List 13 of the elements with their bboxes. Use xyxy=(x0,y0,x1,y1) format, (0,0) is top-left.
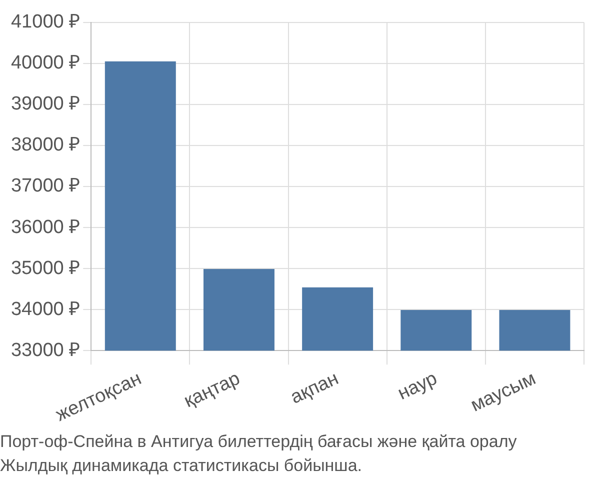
y-tick-label: 37000 ₽ xyxy=(10,176,80,197)
y-tick-label: 38000 ₽ xyxy=(10,134,80,156)
x-tick-label: ақпан xyxy=(287,368,342,408)
x-tick-label: наур xyxy=(394,368,440,404)
y-tick-label: 39000 ₽ xyxy=(10,94,80,115)
text: Порт-оф-Спейна в Антигуа билеттердің бағасы және қайта оралу xyxy=(0,431,518,453)
y-tick-label: 34000 ₽ xyxy=(10,298,80,320)
text: Жылдық динамикада статистикасы бойынша. xyxy=(0,455,363,477)
y-tick-label: 36000 ₽ xyxy=(10,216,80,238)
y-tick-label: 41000 ₽ xyxy=(10,12,80,33)
y-tick-label: 40000 ₽ xyxy=(10,52,80,74)
y-tick-label: 35000 ₽ xyxy=(10,258,80,279)
y-tick-label: 33000 ₽ xyxy=(10,340,80,361)
